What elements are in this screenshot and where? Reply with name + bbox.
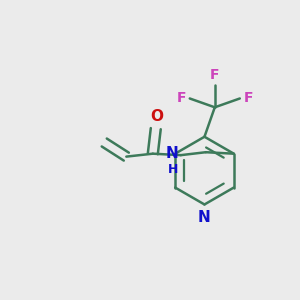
Text: N: N	[166, 146, 178, 161]
Text: F: F	[210, 68, 220, 82]
Text: F: F	[177, 92, 186, 106]
Text: F: F	[243, 92, 253, 106]
Text: N: N	[198, 210, 211, 225]
Text: H: H	[168, 163, 178, 176]
Text: O: O	[150, 109, 163, 124]
